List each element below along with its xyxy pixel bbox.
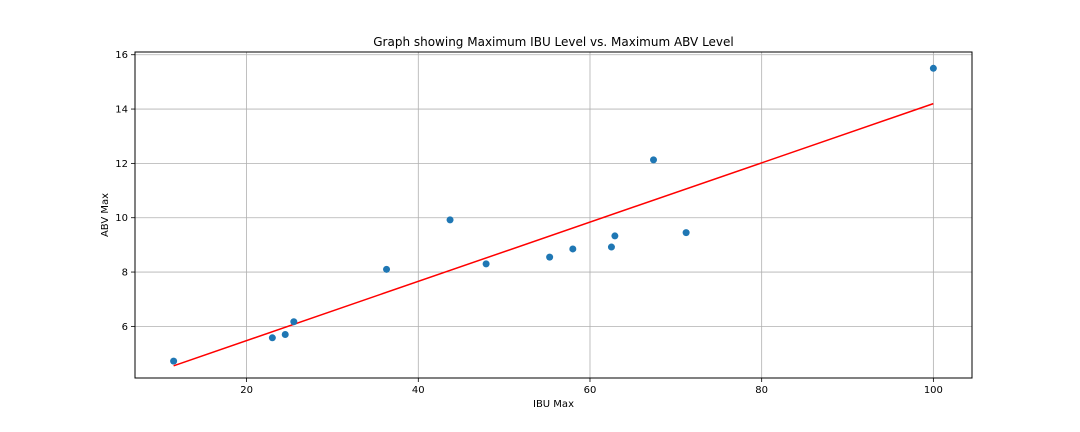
data-point — [546, 253, 554, 261]
x-axis-title: IBU Max — [533, 399, 574, 410]
data-point — [290, 318, 298, 326]
data-point — [482, 260, 490, 268]
x-tick-label: 20 — [240, 385, 253, 396]
plot-frame — [134, 51, 973, 379]
y-tick-label: 8 — [122, 268, 128, 279]
y-axis-title: ABV Max — [100, 193, 111, 237]
data-point — [682, 229, 690, 237]
data-point — [383, 265, 391, 273]
data-point — [611, 232, 619, 240]
grid-lines — [135, 52, 972, 378]
regression-line-group — [173, 102, 934, 367]
y-tick-label: 6 — [122, 322, 128, 333]
data-point — [446, 216, 454, 224]
chart-title: Graph showing Maximum IBU Level vs. Maxi… — [373, 35, 734, 49]
data-point — [281, 331, 289, 339]
x-tick-label: 80 — [755, 385, 768, 396]
axis-ticks: 20 40 60 80 100 6 8 10 12 14 16 — [115, 50, 943, 396]
y-tick-label: 16 — [115, 50, 128, 61]
data-point — [607, 243, 615, 251]
y-tick-label: 14 — [115, 105, 128, 116]
x-tick-label: 100 — [924, 385, 943, 396]
scatter-points — [170, 64, 937, 365]
data-point — [569, 245, 577, 253]
data-point — [650, 156, 658, 164]
y-tick-label: 12 — [115, 159, 128, 170]
x-tick-label: 60 — [584, 385, 597, 396]
x-tick-label: 40 — [412, 385, 425, 396]
data-point — [268, 334, 276, 342]
regression-line — [173, 102, 934, 367]
data-point — [170, 357, 178, 365]
data-point — [929, 64, 937, 72]
y-tick-label: 10 — [115, 213, 128, 224]
